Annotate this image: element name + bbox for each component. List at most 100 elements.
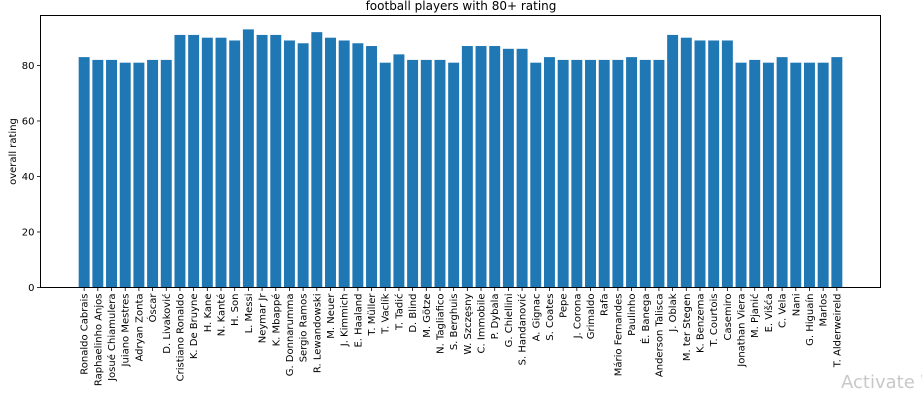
bar xyxy=(407,59,419,288)
y-axis-label: overall rating xyxy=(8,118,19,185)
bar xyxy=(667,34,679,288)
bars-group xyxy=(78,29,843,288)
bar xyxy=(311,32,323,288)
x-tick-label: Juiano Mestres xyxy=(121,294,132,368)
x-tick-label: Pepe xyxy=(559,294,570,318)
bar xyxy=(297,43,309,288)
bar xyxy=(201,37,213,288)
x-tick-label: Adryan Zonta xyxy=(134,294,145,362)
bar xyxy=(598,59,610,288)
x-tick-label: Grimaldo xyxy=(586,294,597,340)
bar xyxy=(147,59,159,288)
bar xyxy=(283,40,295,288)
bar xyxy=(735,62,747,288)
y-axis: 0 20 40 60 80 xyxy=(22,61,41,294)
x-tick-label: T. Tadić xyxy=(393,294,405,331)
x-tick-label: É. Banega xyxy=(639,294,652,345)
bar xyxy=(379,62,391,288)
bar xyxy=(571,59,583,288)
bar xyxy=(160,59,172,288)
x-tick-label: Jonathan Viera xyxy=(737,294,748,368)
bar xyxy=(174,34,186,288)
bar xyxy=(530,62,542,288)
bar xyxy=(708,40,720,288)
bar xyxy=(653,59,665,288)
x-tick-label: R. Lewandowski xyxy=(312,294,323,374)
activate-windows-watermark: Activate W xyxy=(841,372,922,393)
bar xyxy=(543,57,555,288)
bar xyxy=(106,59,117,288)
bar xyxy=(366,46,378,288)
x-tick-label: J. Corona xyxy=(572,294,583,340)
x-tick-label: Óscar xyxy=(146,293,159,323)
x-tick-label: Cristiano Ronaldo xyxy=(175,294,186,382)
bar xyxy=(790,62,802,288)
x-tick-label: E. Višća xyxy=(763,294,775,333)
x-tick-label: G. Donnarumma xyxy=(285,294,296,377)
bar xyxy=(721,40,733,288)
x-tick-label: Sergio Ramos xyxy=(299,294,310,363)
bar xyxy=(639,59,651,288)
bar xyxy=(434,59,446,288)
x-tick-label: D. Livaković xyxy=(161,294,173,354)
x-tick-label: A. Gignac xyxy=(531,294,542,342)
bar xyxy=(256,34,268,288)
x-tick-label: H. Son xyxy=(230,294,241,327)
x-tick-label: M. Götze xyxy=(422,294,433,338)
x-tick-label: Casemiro xyxy=(723,294,734,341)
bar xyxy=(448,62,460,288)
bar xyxy=(694,40,706,288)
y-tick-label: 40 xyxy=(22,172,35,183)
bar xyxy=(215,37,227,288)
x-tick-label: Anderson Talisca xyxy=(654,294,665,378)
x-tick-label: G. Chiellini xyxy=(504,294,515,348)
x-tick-label: C. Immobile xyxy=(477,294,488,354)
x-tick-label: L. Messi xyxy=(244,294,255,334)
bar xyxy=(680,37,692,288)
x-tick-label: S. Handanović xyxy=(517,294,529,366)
bar xyxy=(626,57,638,288)
x-tick-label: T. Courtois xyxy=(709,294,720,348)
bar xyxy=(133,62,145,288)
bar xyxy=(325,37,336,288)
plot-frame xyxy=(40,15,881,288)
bar xyxy=(420,59,432,288)
x-tick-label: M. Neuer xyxy=(326,293,337,339)
bar xyxy=(585,59,596,288)
x-tick-label: N. Tagliafico xyxy=(435,294,446,354)
x-tick-label: P. Dybala xyxy=(490,294,501,340)
x-tick-label: Josué Chiamulera xyxy=(106,294,118,382)
x-tick-label: K. Benzema xyxy=(695,294,706,354)
y-tick-label: 60 xyxy=(22,116,35,127)
x-tick-label: T. Alderweireld xyxy=(832,294,843,369)
x-tick-label: Rafa xyxy=(600,294,611,317)
bar xyxy=(92,59,104,288)
bar xyxy=(78,57,90,288)
bar xyxy=(831,57,843,288)
bar xyxy=(119,62,131,288)
x-tick-label: W. Szczęsny xyxy=(463,293,474,354)
bar xyxy=(489,46,501,288)
x-tick-label: H. Kane xyxy=(203,294,214,333)
bar xyxy=(557,59,569,288)
x-tick-label: D. Blind xyxy=(408,294,419,333)
x-tick-label: J. Kimmich xyxy=(340,294,351,348)
x-tick-label: C. Vela xyxy=(778,294,789,328)
x-tick-label: M. Pjanić xyxy=(749,294,761,339)
x-tick-label: Mário Fernandes xyxy=(612,294,624,377)
bar xyxy=(461,46,473,288)
x-axis: Ronaldo Cabrais Raphaelinho Anjos Josué Ch… xyxy=(80,287,843,386)
x-tick-label: Nani xyxy=(791,294,802,317)
x-tick-label: K. Mbappé xyxy=(270,294,282,347)
x-tick-label: G. Higuaín xyxy=(804,294,816,346)
x-tick-label: J. Oblak xyxy=(668,293,679,332)
bar xyxy=(516,48,528,288)
y-tick-label: 20 xyxy=(22,227,35,238)
bar xyxy=(270,34,282,288)
x-tick-label: Paulinho xyxy=(627,294,638,336)
x-tick-label: Ronaldo Cabrais xyxy=(80,294,91,375)
bar xyxy=(475,46,487,288)
x-tick-label: N. Kanté xyxy=(216,294,228,337)
x-tick-label: S. Coates xyxy=(545,294,556,341)
